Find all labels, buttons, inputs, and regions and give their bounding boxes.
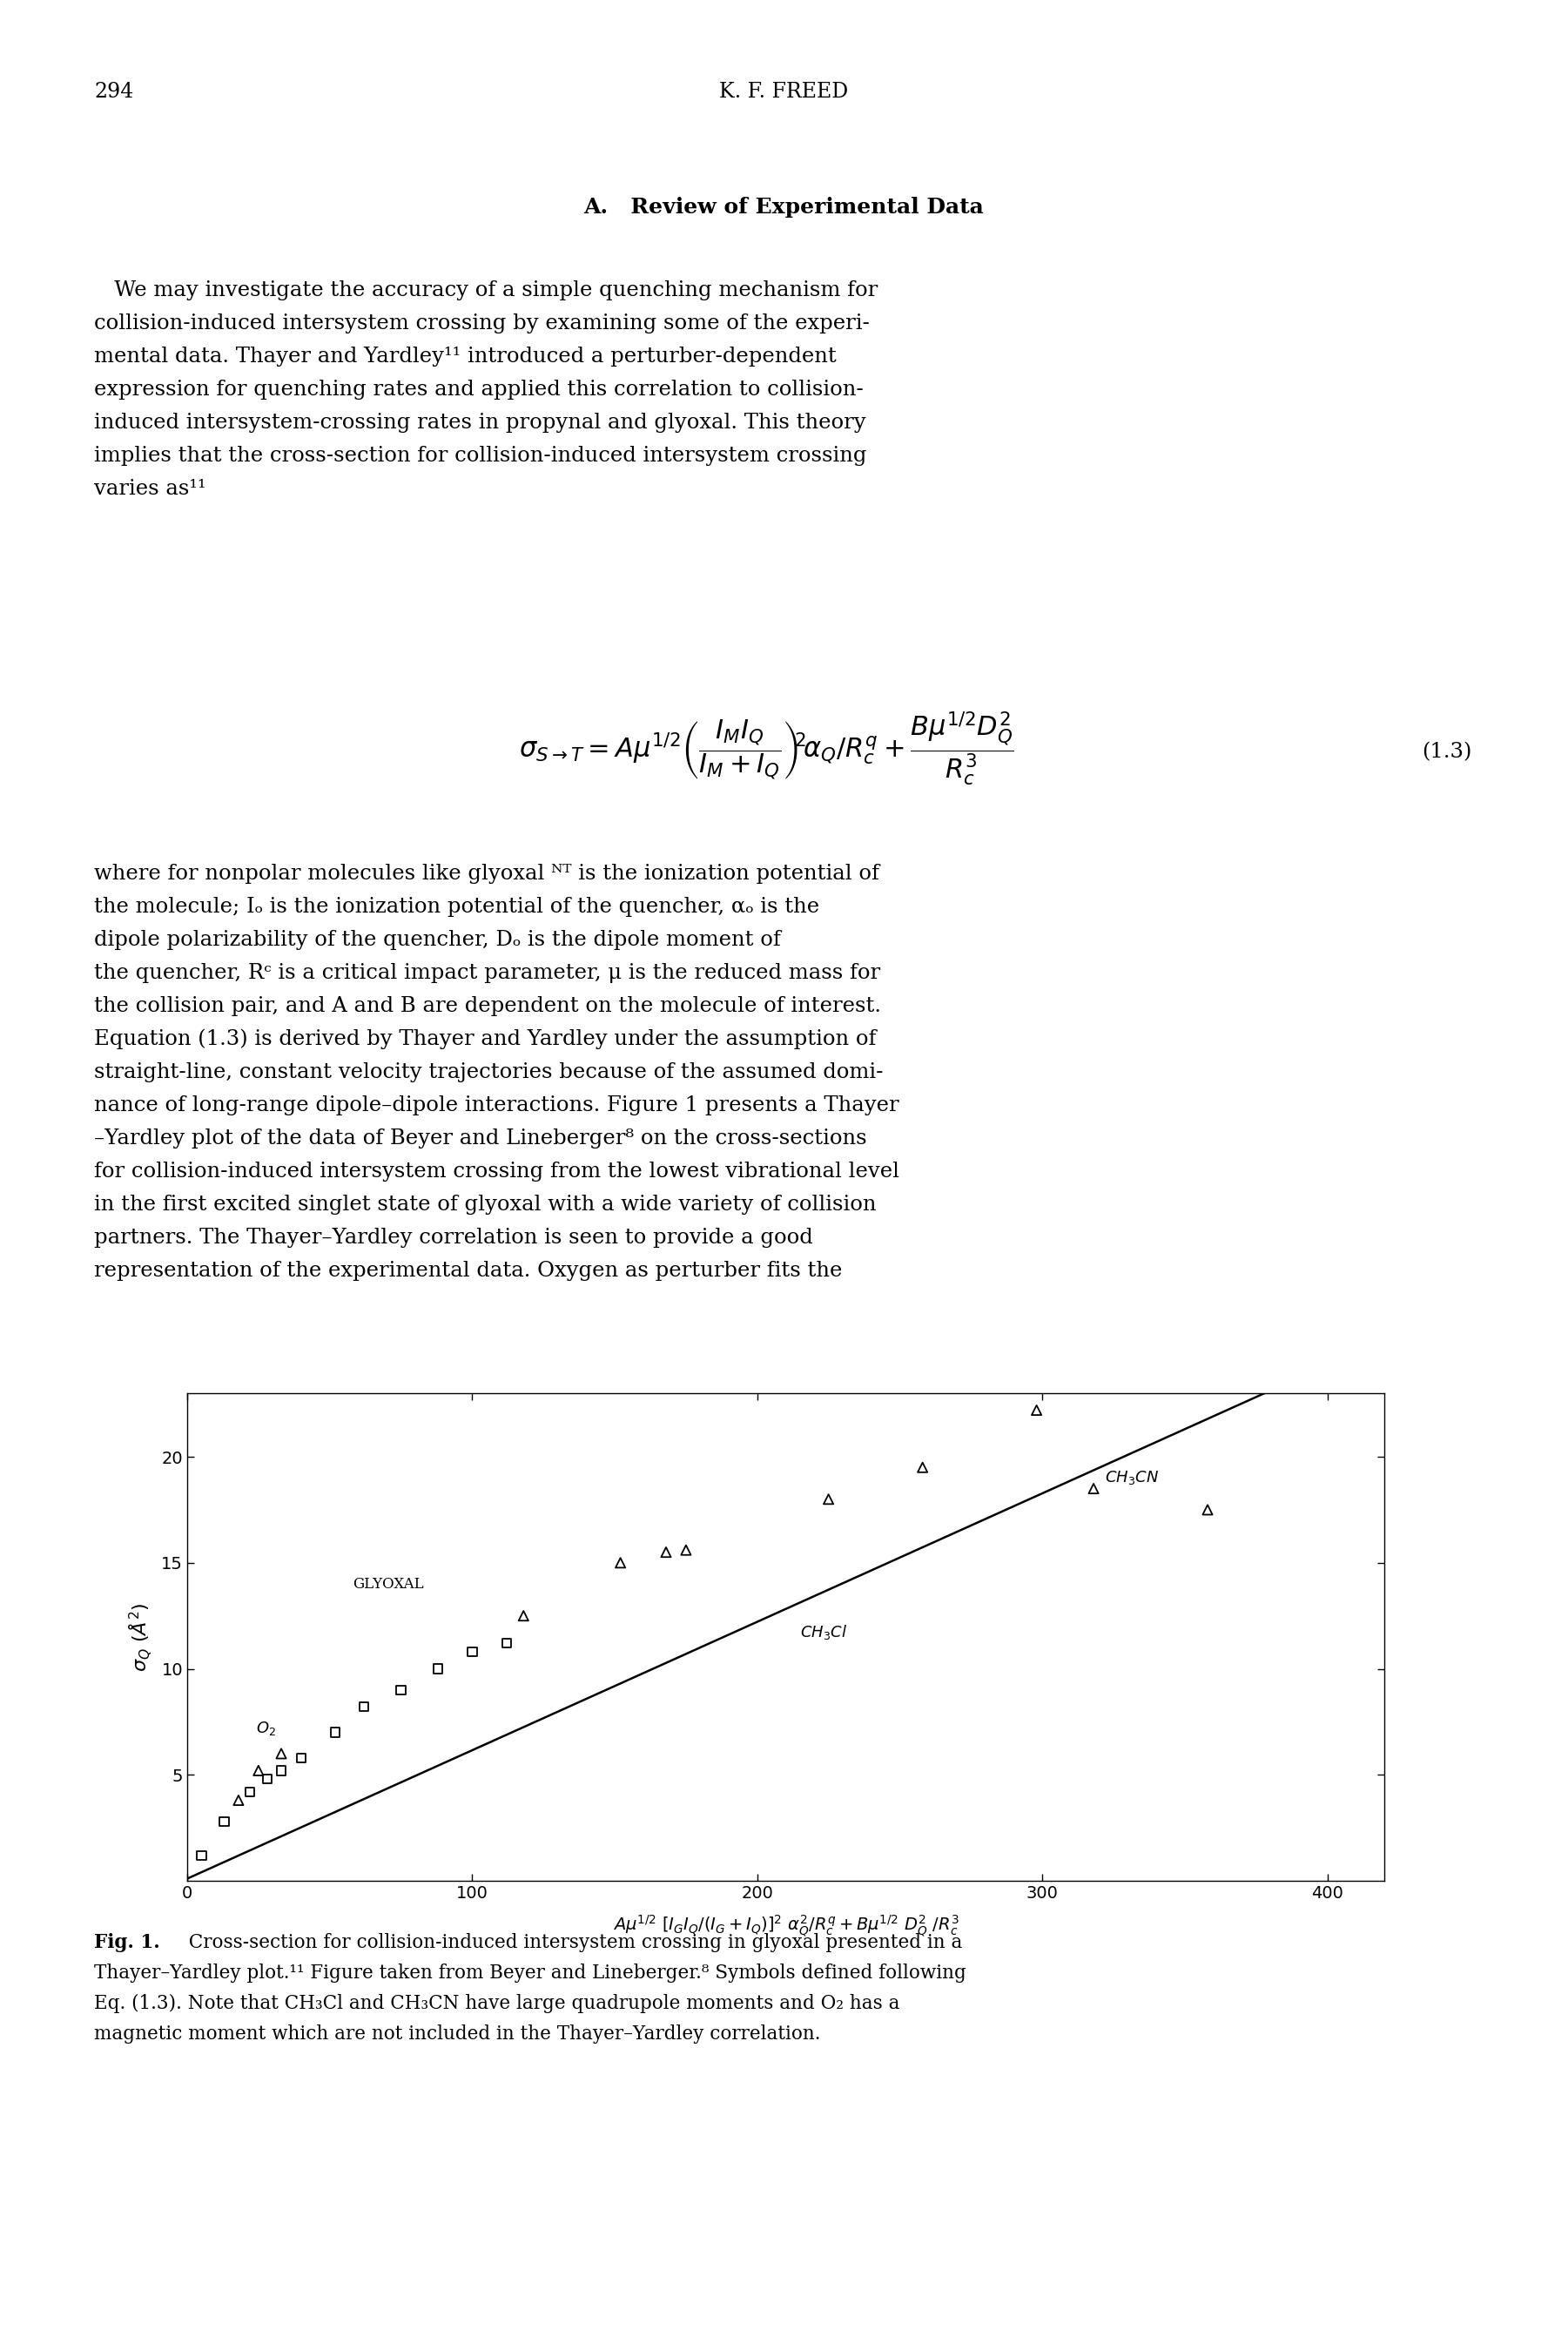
- Text: the quencher, Rᶜ is a critical impact parameter, μ is the reduced mass for: the quencher, Rᶜ is a critical impact pa…: [94, 964, 880, 983]
- Text: varies as¹¹: varies as¹¹: [94, 480, 205, 498]
- Point: [815, 1481, 840, 1519]
- Point: [459, 1634, 485, 1672]
- Text: (1.3): (1.3): [1422, 743, 1471, 762]
- Point: [1080, 1469, 1105, 1507]
- Point: [909, 1448, 935, 1486]
- Point: [511, 1596, 536, 1634]
- Text: GLYOXAL: GLYOXAL: [353, 1578, 423, 1592]
- Point: [246, 1751, 271, 1789]
- Point: [494, 1625, 519, 1662]
- Text: mental data. Thayer and Yardley¹¹ introduced a perturber-dependent: mental data. Thayer and Yardley¹¹ introd…: [94, 346, 836, 367]
- Text: partners. The Thayer–Yardley correlation is seen to provide a good: partners. The Thayer–Yardley correlation…: [94, 1227, 812, 1248]
- Text: Cross-section for collision-induced intersystem crossing in glyoxal presented in: Cross-section for collision-induced inte…: [177, 1933, 963, 1951]
- Point: [1195, 1491, 1220, 1528]
- Text: –Yardley plot of the data of Beyer and Lineberger⁸ on the cross-sections: –Yardley plot of the data of Beyer and L…: [94, 1128, 867, 1150]
- Point: [237, 1773, 262, 1810]
- Text: $CH_3CN$: $CH_3CN$: [1105, 1469, 1159, 1486]
- Point: [654, 1533, 679, 1570]
- Text: $CH_3Cl$: $CH_3Cl$: [800, 1622, 847, 1641]
- Text: for collision-induced intersystem crossing from the lowest vibrational level: for collision-induced intersystem crossi…: [94, 1161, 900, 1183]
- Point: [351, 1688, 376, 1726]
- Point: [673, 1531, 698, 1568]
- Text: in the first excited singlet state of glyoxal with a wide variety of collision: in the first excited singlet state of gl…: [94, 1194, 877, 1215]
- Text: nance of long-range dipole–dipole interactions. Figure 1 presents a Thayer: nance of long-range dipole–dipole intera…: [94, 1096, 898, 1114]
- Text: collision-induced intersystem crossing by examining some of the experi-: collision-induced intersystem crossing b…: [94, 313, 870, 334]
- Point: [323, 1714, 348, 1751]
- Text: the molecule; Iₒ is the ionization potential of the quencher, αₒ is the: the molecule; Iₒ is the ionization poten…: [94, 896, 820, 917]
- Point: [389, 1672, 414, 1709]
- Text: where for nonpolar molecules like glyoxal ᴺᵀ is the ionization potential of: where for nonpolar molecules like glyoxa…: [94, 863, 880, 884]
- Point: [226, 1782, 251, 1820]
- Text: K. F. FREED: K. F. FREED: [720, 82, 848, 101]
- Point: [188, 1836, 213, 1874]
- Text: 294: 294: [94, 82, 133, 101]
- Point: [1024, 1392, 1049, 1429]
- Text: A.   Review of Experimental Data: A. Review of Experimental Data: [583, 197, 983, 219]
- Text: $O_2$: $O_2$: [256, 1719, 276, 1737]
- Text: magnetic moment which are not included in the Thayer–Yardley correlation.: magnetic moment which are not included i…: [94, 2024, 820, 2043]
- Point: [254, 1761, 279, 1799]
- Point: [212, 1803, 237, 1841]
- Text: Thayer–Yardley plot.¹¹ Figure taken from Beyer and Lineberger.⁸ Symbols defined : Thayer–Yardley plot.¹¹ Figure taken from…: [94, 1963, 966, 1982]
- Point: [268, 1735, 293, 1773]
- Text: straight-line, constant velocity trajectories because of the assumed domi-: straight-line, constant velocity traject…: [94, 1063, 883, 1081]
- Text: Equation (1.3) is derived by Thayer and Yardley under the assumption of: Equation (1.3) is derived by Thayer and …: [94, 1030, 877, 1049]
- Text: the collision pair, and A and B are dependent on the molecule of interest.: the collision pair, and A and B are depe…: [94, 997, 881, 1016]
- X-axis label: $A\mu^{1/2}\ [I_GI_Q/(I_G+I_Q)]^2\ \alpha^2_Q/R^q_c+B\mu^{1/2}\ D^2_Q\ /R^3_c$: $A\mu^{1/2}\ [I_GI_Q/(I_G+I_Q)]^2\ \alph…: [613, 1914, 960, 1937]
- Y-axis label: $\sigma_Q\ (\AA^2)$: $\sigma_Q\ (\AA^2)$: [127, 1603, 154, 1672]
- Text: Fig. 1.: Fig. 1.: [94, 1933, 160, 1951]
- Point: [289, 1740, 314, 1777]
- Point: [608, 1545, 633, 1582]
- Text: expression for quenching rates and applied this correlation to collision-: expression for quenching rates and appli…: [94, 379, 864, 400]
- Text: Eq. (1.3). Note that CH₃Cl and CH₃CN have large quadrupole moments and O₂ has a: Eq. (1.3). Note that CH₃Cl and CH₃CN hav…: [94, 1994, 900, 2012]
- Text: representation of the experimental data. Oxygen as perturber fits the: representation of the experimental data.…: [94, 1260, 842, 1281]
- Text: implies that the cross-section for collision-induced intersystem crossing: implies that the cross-section for colli…: [94, 447, 867, 465]
- Point: [425, 1650, 450, 1688]
- Point: [268, 1751, 293, 1789]
- Text: induced intersystem-crossing rates in propynal and glyoxal. This theory: induced intersystem-crossing rates in pr…: [94, 414, 866, 433]
- Text: $\sigma_{S \rightarrow T} = A\mu^{1/2}\left(\dfrac{I_M I_Q}{I_M + I_Q}\right)^{\: $\sigma_{S \rightarrow T} = A\mu^{1/2}\l…: [519, 710, 1014, 788]
- Text: dipole polarizability of the quencher, Dₒ is the dipole moment of: dipole polarizability of the quencher, D…: [94, 931, 781, 950]
- Text: We may investigate the accuracy of a simple quenching mechanism for: We may investigate the accuracy of a sim…: [94, 280, 878, 301]
